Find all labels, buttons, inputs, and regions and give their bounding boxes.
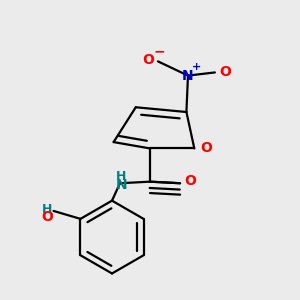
- Text: O: O: [142, 53, 154, 67]
- Text: O: O: [200, 141, 212, 155]
- Text: O: O: [184, 174, 196, 188]
- Text: O: O: [219, 65, 231, 80]
- Text: H: H: [42, 203, 52, 216]
- Text: +: +: [192, 62, 202, 72]
- Text: H: H: [116, 170, 127, 183]
- Text: −: −: [153, 45, 165, 59]
- Text: O: O: [41, 210, 53, 224]
- Text: N: N: [116, 178, 127, 192]
- Text: N: N: [182, 69, 194, 82]
